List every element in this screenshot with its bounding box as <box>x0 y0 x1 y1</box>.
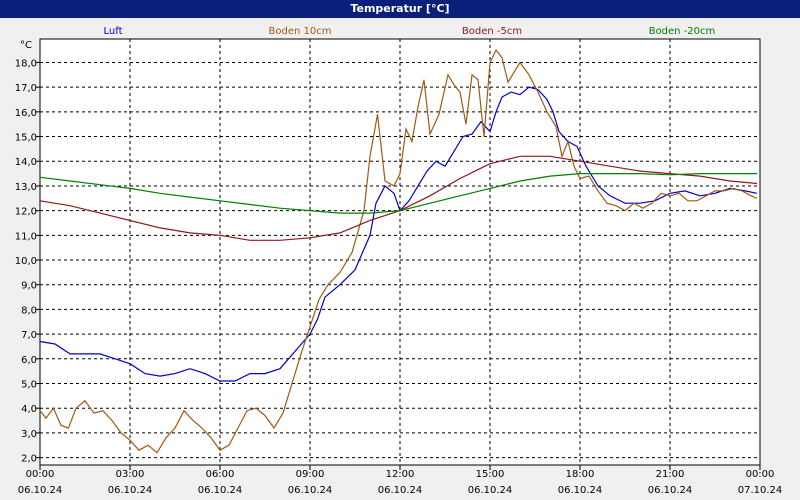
y-tick-label: 6,0 <box>21 355 37 366</box>
x-tick-time: 00:00 <box>26 469 55 480</box>
x-tick-date: 06.10.24 <box>198 485 243 496</box>
series-line-boden-20cm <box>39 173 757 214</box>
legend-item-boden-10cm: Boden 10cm <box>269 26 332 37</box>
y-tick-label: 14,0 <box>15 157 37 168</box>
legend-item-boden-5cm: Boden -5cm <box>462 26 522 37</box>
x-tick-date: 06.10.24 <box>378 485 423 496</box>
y-tick-label: 12,0 <box>15 207 37 218</box>
x-tick-date: 06.10.24 <box>288 485 333 496</box>
x-tick-date: 06.10.24 <box>18 485 63 496</box>
x-tick-date: 07.10.24 <box>738 485 783 496</box>
x-tick-time: 09:00 <box>296 469 325 480</box>
legend-item-boden-20cm: Boden -20cm <box>649 26 716 37</box>
series-line-boden-10cm <box>39 48 758 454</box>
x-tick-time: 12:00 <box>386 469 415 480</box>
y-tick-label: 10,0 <box>15 256 37 267</box>
chart-title: Temperatur [°C] <box>0 0 800 18</box>
y-tick-label: 7,0 <box>21 330 37 341</box>
series-lines <box>39 48 758 454</box>
y-tick-label: 15,0 <box>15 133 37 144</box>
x-tick-date: 06.10.24 <box>468 485 513 496</box>
legend: Luft Boden 10cm Boden -5cm Boden -20cm <box>104 26 716 37</box>
x-tick-time: 00:00 <box>746 469 775 480</box>
y-tick-label: 11,0 <box>15 231 37 242</box>
legend-item-luft: Luft <box>104 26 123 37</box>
y-tick-label: 16,0 <box>15 108 37 119</box>
x-tick-date: 06.10.24 <box>558 485 603 496</box>
x-tick-time: 06:00 <box>206 469 235 480</box>
y-tick-label: 17,0 <box>15 83 37 94</box>
y-axis-unit: °C <box>20 40 32 51</box>
y-tick-label: 5,0 <box>21 380 37 391</box>
x-tick-time: 15:00 <box>476 469 505 480</box>
y-tick-label: 9,0 <box>21 281 37 292</box>
x-tick-date: 06.10.24 <box>648 485 693 496</box>
y-tick-label: 3,0 <box>21 429 37 440</box>
y-tick-labels: 2,0 3,0 4,0 5,0 6,0 7,0 8,0 9,0 10,0 11,0 12,0 13,0… <box>15 58 37 464</box>
series-line-luft <box>39 86 758 382</box>
y-tick-label: 18,0 <box>15 58 37 69</box>
grid <box>36 38 761 470</box>
y-tick-label: 13,0 <box>15 182 37 193</box>
x-tick-time: 03:00 <box>116 469 145 480</box>
y-tick-label: 8,0 <box>21 305 37 316</box>
y-tick-label: 2,0 <box>21 454 37 465</box>
series-line-boden-5cm <box>39 155 758 241</box>
y-tick-label: 4,0 <box>21 404 37 415</box>
x-tick-time: 18:00 <box>566 469 595 480</box>
x-tick-date: 06.10.24 <box>108 485 153 496</box>
x-tick-labels: 00:00 06.10.24 03:00 06.10.24 06:00 06.10.24 0… <box>18 469 783 496</box>
chart-area: 2,0 3,0 4,0 5,0 6,0 7,0 8,0 9,0 10,0 11,0 12,0 13,0… <box>15 26 783 496</box>
x-tick-time: 21:00 <box>656 469 685 480</box>
